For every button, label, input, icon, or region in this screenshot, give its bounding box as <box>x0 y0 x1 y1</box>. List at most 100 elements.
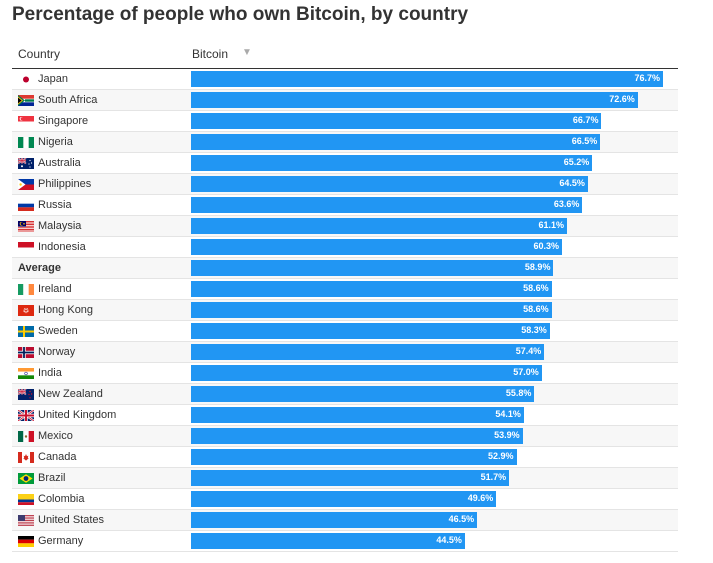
mexico-flag-icon <box>18 431 34 442</box>
data-label: 65.2% <box>563 157 590 167</box>
table-row[interactable]: Colombia 49.6% <box>12 489 678 510</box>
united-states-flag-icon <box>18 515 34 526</box>
data-label: 66.7% <box>572 115 599 125</box>
data-label: 57.0% <box>513 367 539 377</box>
table-row[interactable]: Japan 76.7% <box>12 69 678 90</box>
data-label: 51.7% <box>480 472 507 482</box>
table-row[interactable]: Russia 63.6% <box>12 195 678 216</box>
country-label: Colombia <box>38 493 85 505</box>
table-row[interactable]: Germany 44.5% <box>12 531 678 552</box>
table-row[interactable]: Mexico 53.9% <box>12 426 678 447</box>
data-label: 60.3% <box>533 241 560 251</box>
bar[interactable]: 58.6% <box>191 302 552 318</box>
sort-arrow-icon[interactable]: ▼ <box>242 47 252 58</box>
brazil-flag-icon <box>18 473 34 484</box>
colombia-flag-icon <box>18 494 34 505</box>
bar[interactable]: 54.1% <box>191 407 524 423</box>
bar[interactable]: 60.3% <box>191 239 563 255</box>
bar[interactable]: 63.6% <box>191 197 583 213</box>
table-row[interactable]: Ireland 58.6% <box>12 279 678 300</box>
data-label: 61.1% <box>538 220 564 230</box>
bar[interactable]: 57.0% <box>191 365 542 381</box>
data-label: 66.5% <box>571 136 598 146</box>
australia-flag-icon <box>18 158 34 169</box>
country-label: Average <box>18 262 62 274</box>
table-row[interactable]: United States 46.5% <box>12 510 678 531</box>
country-label: Australia <box>38 157 81 169</box>
bar[interactable]: 52.9% <box>191 449 517 465</box>
bar[interactable]: 44.5% <box>191 533 465 549</box>
country-label: United Kingdom <box>38 409 117 421</box>
new-zealand-flag-icon <box>18 389 34 400</box>
country-label: Indonesia <box>38 241 86 253</box>
philippines-flag-icon <box>18 179 34 190</box>
chart-title: Percentage of people who own Bitcoin, by… <box>12 4 469 25</box>
table-row[interactable]: Norway 57.4% <box>12 342 678 363</box>
country-label: Philippines <box>38 178 92 190</box>
country-label: South Africa <box>38 94 98 106</box>
bitcoin-column-header[interactable]: Bitcoin <box>192 47 229 61</box>
table-row[interactable]: Canada 52.9% <box>12 447 678 468</box>
country-label: Singapore <box>38 115 89 127</box>
data-label: 55.8% <box>505 388 532 398</box>
data-label: 76.7% <box>634 73 660 83</box>
table-row[interactable]: Brazil 51.7% <box>12 468 678 489</box>
bar[interactable]: 76.7% <box>191 71 663 87</box>
table-row[interactable]: Indonesia 60.3% <box>12 237 678 258</box>
table-row[interactable]: Singapore 66.7% <box>12 111 678 132</box>
table-row[interactable]: Malaysia 61.1% <box>12 216 678 237</box>
bar[interactable]: 66.5% <box>191 134 601 150</box>
data-label: 57.4% <box>515 346 542 356</box>
india-flag-icon <box>18 368 34 379</box>
country-label: Russia <box>38 199 72 211</box>
data-label: 52.9% <box>488 451 514 461</box>
bar[interactable]: 55.8% <box>191 386 535 402</box>
bar[interactable]: 51.7% <box>191 470 510 486</box>
country-label: Hong Kong <box>38 304 94 316</box>
table-row[interactable]: South Africa 72.6% <box>12 90 678 111</box>
bar[interactable]: 58.6% <box>191 281 552 297</box>
bar[interactable]: 64.5% <box>191 176 588 192</box>
data-label: 58.6% <box>523 283 549 293</box>
table-row[interactable]: India 57.0% <box>12 363 678 384</box>
data-label: 54.1% <box>495 409 521 419</box>
table-row[interactable]: Sweden 58.3% <box>12 321 678 342</box>
data-label: 72.6% <box>609 94 635 104</box>
table-row[interactable]: Philippines 64.5% <box>12 174 678 195</box>
bar[interactable]: 57.4% <box>191 344 545 360</box>
bar[interactable]: 53.9% <box>191 428 523 444</box>
singapore-flag-icon <box>18 116 34 127</box>
table-row[interactable]: Hong Kong 58.6% <box>12 300 678 321</box>
bar[interactable]: 46.5% <box>191 512 478 528</box>
data-label: 53.9% <box>494 430 520 440</box>
average-row[interactable]: Average 58.9% <box>12 258 678 279</box>
data-label: 58.9% <box>524 262 551 272</box>
table-row[interactable]: Australia 65.2% <box>12 153 678 174</box>
country-label: Germany <box>38 535 84 547</box>
bar[interactable]: 58.3% <box>191 323 550 339</box>
bar[interactable]: 65.2% <box>191 155 593 171</box>
bar[interactable]: 61.1% <box>191 218 567 234</box>
table-row[interactable]: United Kingdom 54.1% <box>12 405 678 426</box>
country-label: Brazil <box>38 472 66 484</box>
country-label: United States <box>38 514 105 526</box>
bar[interactable]: 66.7% <box>191 113 602 129</box>
country-column-header[interactable]: Country <box>18 47 61 61</box>
canada-flag-icon <box>18 452 34 463</box>
table-row[interactable]: New Zealand 55.8% <box>12 384 678 405</box>
bar[interactable]: 49.6% <box>191 491 497 507</box>
country-label: Ireland <box>38 283 72 295</box>
data-label: 63.6% <box>553 199 580 209</box>
data-label: 44.5% <box>436 535 462 545</box>
country-label: Sweden <box>38 325 78 337</box>
sweden-flag-icon <box>18 326 34 337</box>
data-label: 46.5% <box>448 514 475 524</box>
hong-kong-flag-icon <box>18 305 34 316</box>
bar[interactable]: 58.9% <box>191 260 554 276</box>
country-label: Mexico <box>38 430 73 442</box>
nigeria-flag-icon <box>18 137 34 148</box>
bar[interactable]: 72.6% <box>191 92 638 108</box>
country-label: Nigeria <box>38 136 73 148</box>
indonesia-flag-icon <box>18 242 34 253</box>
table-row[interactable]: Nigeria 66.5% <box>12 132 678 153</box>
